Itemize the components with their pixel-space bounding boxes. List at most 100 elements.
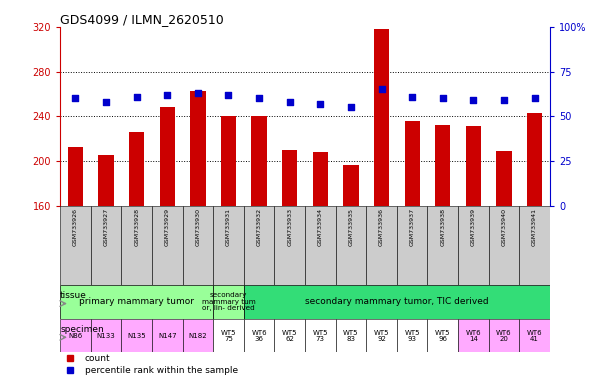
Point [499, 97, 509, 103]
Point [346, 104, 356, 110]
Bar [60, 319, 91, 353]
Text: WT6
20: WT6 20 [496, 329, 512, 342]
Text: secondary mammary tumor, TIC derived: secondary mammary tumor, TIC derived [305, 297, 489, 306]
Text: N86: N86 [69, 333, 82, 339]
Bar [91, 205, 121, 285]
Text: N182: N182 [189, 333, 207, 339]
Bar [335, 205, 366, 285]
Point [193, 90, 203, 96]
Text: GSM733932: GSM733932 [257, 208, 261, 246]
Point [101, 99, 111, 105]
Bar [496, 151, 511, 205]
Bar [489, 319, 519, 353]
Bar [121, 319, 152, 353]
Point [132, 93, 141, 99]
Bar [366, 205, 397, 285]
Bar [244, 205, 275, 285]
Text: GSM733937: GSM733937 [410, 208, 415, 246]
Text: tissue: tissue [60, 291, 87, 300]
Text: GSM733928: GSM733928 [134, 208, 139, 246]
Bar [121, 205, 152, 285]
Text: GSM733938: GSM733938 [441, 208, 445, 246]
Bar [213, 319, 244, 353]
Bar [244, 285, 550, 319]
Text: WT5
73: WT5 73 [313, 329, 328, 342]
Bar [213, 285, 244, 319]
Text: GSM733931: GSM733931 [226, 208, 231, 246]
Bar [91, 319, 121, 353]
Text: GSM733930: GSM733930 [195, 208, 200, 246]
Text: GSM733941: GSM733941 [532, 208, 537, 246]
Bar [366, 319, 397, 353]
Bar [305, 319, 335, 353]
Point [438, 95, 448, 101]
Text: N147: N147 [158, 333, 177, 339]
Point [254, 95, 264, 101]
Bar [435, 125, 450, 205]
Text: WT5
92: WT5 92 [374, 329, 389, 342]
Text: secondary
mammary tum
or, lin- derived: secondary mammary tum or, lin- derived [201, 292, 255, 311]
Bar [275, 319, 305, 353]
Text: WT5
96: WT5 96 [435, 329, 451, 342]
Bar [404, 121, 420, 205]
Text: WT5
62: WT5 62 [282, 329, 297, 342]
Point [285, 99, 294, 105]
Point [469, 97, 478, 103]
Text: WT6
14: WT6 14 [466, 329, 481, 342]
Bar [282, 150, 297, 205]
Bar [466, 126, 481, 205]
Point [224, 92, 233, 98]
Bar [152, 319, 183, 353]
Bar [397, 205, 427, 285]
Bar [99, 155, 114, 205]
Bar [68, 147, 83, 205]
Bar [275, 205, 305, 285]
Point [377, 86, 386, 93]
Text: GSM733933: GSM733933 [287, 208, 292, 246]
Text: WT6
41: WT6 41 [527, 329, 543, 342]
Bar [374, 29, 389, 205]
Bar [313, 152, 328, 205]
Bar [458, 319, 489, 353]
Bar [397, 319, 427, 353]
Bar [160, 107, 175, 205]
Text: WT5
75: WT5 75 [221, 329, 236, 342]
Point [407, 93, 417, 99]
Bar [60, 205, 91, 285]
Text: percentile rank within the sample: percentile rank within the sample [85, 366, 238, 375]
Bar [527, 113, 542, 205]
Point [530, 95, 540, 101]
Bar [427, 319, 458, 353]
Bar [519, 205, 550, 285]
Bar [221, 116, 236, 205]
Bar [489, 205, 519, 285]
Text: GSM733936: GSM733936 [379, 208, 384, 246]
Text: GSM733939: GSM733939 [471, 208, 476, 246]
Text: GSM733940: GSM733940 [501, 208, 507, 246]
Bar [213, 205, 244, 285]
Bar [305, 205, 335, 285]
Bar [251, 116, 267, 205]
Text: count: count [85, 354, 110, 363]
Point [162, 92, 172, 98]
Text: WT6
36: WT6 36 [251, 329, 267, 342]
Bar [129, 132, 144, 205]
Text: WT5
83: WT5 83 [343, 329, 359, 342]
Bar [60, 285, 213, 319]
Text: WT5
93: WT5 93 [404, 329, 420, 342]
Bar [190, 91, 206, 205]
Point [70, 95, 80, 101]
Bar [183, 319, 213, 353]
Point [316, 101, 325, 107]
Text: GSM733929: GSM733929 [165, 208, 169, 246]
Bar [343, 166, 359, 205]
Bar [335, 319, 366, 353]
Bar [519, 319, 550, 353]
Text: N133: N133 [97, 333, 115, 339]
Bar [427, 205, 458, 285]
Text: primary mammary tumor: primary mammary tumor [79, 297, 194, 306]
Bar [183, 205, 213, 285]
Text: GSM733935: GSM733935 [349, 208, 353, 246]
Text: N135: N135 [127, 333, 146, 339]
Bar [152, 205, 183, 285]
